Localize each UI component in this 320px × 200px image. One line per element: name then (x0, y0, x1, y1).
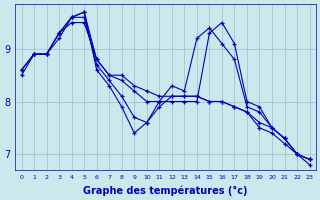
X-axis label: Graphe des températures (°c): Graphe des températures (°c) (83, 185, 248, 196)
